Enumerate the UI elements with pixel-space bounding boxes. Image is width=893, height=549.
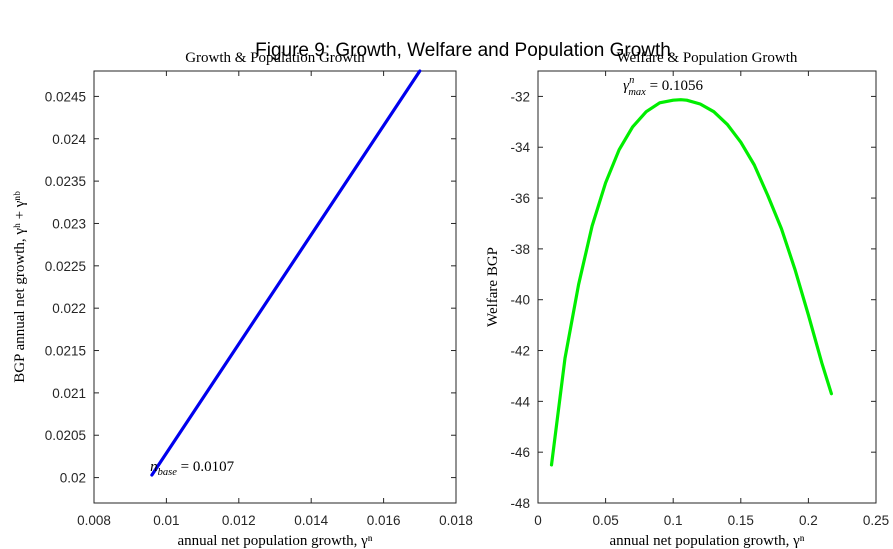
growth-chart-xlabel: annual net population growth, γⁿ <box>177 533 372 549</box>
growth-chart: Growth & Population Growth 0.008 0.01 0.01… <box>12 50 473 549</box>
welfare-chart-title: Welfare & Population Growth <box>617 50 798 66</box>
welfare-chart-ytick-label: -44 <box>510 394 530 409</box>
welfare-chart-ytick-label: -48 <box>510 496 530 511</box>
welfare-chart-series <box>549 98 834 467</box>
growth-chart-xtick-label: 0.01 <box>153 513 179 528</box>
growth-chart-ytick-label: 0.024 <box>52 132 86 147</box>
growth-chart-series <box>150 69 422 477</box>
welfare-chart-ytick-label: -36 <box>510 191 530 206</box>
welfare-chart-xtick-label: 0.25 <box>863 513 889 528</box>
welfare-chart-xtick-label: 0.15 <box>728 513 754 528</box>
welfare-chart-ytick-label: -42 <box>510 344 530 359</box>
welfare-chart-ticks: 0 0.05 0.1 0.15 0.2 0.25 -48 -46 -44 -42 -40 -38 -36… <box>510 71 889 528</box>
growth-chart-xtick-label: 0.012 <box>222 513 256 528</box>
welfare-chart-annotation: γn max = 0.1056 <box>623 75 703 98</box>
welfare-chart-ytick-label: -38 <box>510 242 530 257</box>
welfare-chart-ytick-label: -46 <box>510 445 530 460</box>
welfare-chart-ytick-label: -40 <box>510 293 530 308</box>
welfare-chart-xtick-label: 0 <box>534 513 542 528</box>
growth-chart-title: Growth & Population Growth <box>185 50 365 66</box>
welfare-chart-frame <box>537 70 877 504</box>
figure-title: Figure 9: Growth, Welfare and Population… <box>255 40 671 61</box>
growth-chart-ytick-label: 0.022 <box>52 301 86 316</box>
growth-chart-ticks: 0.008 0.01 0.012 0.014 0.016 0.018 0.02 0.0205 0… <box>45 71 473 528</box>
growth-chart-ytick-label: 0.0215 <box>45 344 86 359</box>
welfare-chart-xlabel: annual net population growth, γⁿ <box>609 533 804 549</box>
growth-chart-annotation: nbase = 0.0107 <box>150 459 234 478</box>
welfare-chart-xtick-label: 0.2 <box>799 513 818 528</box>
growth-chart-ylabel: BGP annual net growth, γʰ + γⁿᵇ <box>12 191 28 383</box>
welfare-chart: Welfare & Population Growth 0 0.05 0.1 0.15… <box>485 50 889 549</box>
growth-chart-frame <box>93 70 457 504</box>
growth-chart-ytick-label: 0.0225 <box>45 259 86 274</box>
growth-chart-ytick-label: 0.021 <box>52 386 86 401</box>
growth-chart-series-line <box>150 69 422 477</box>
growth-chart-xtick-label: 0.014 <box>294 513 328 528</box>
growth-chart-xtick-label: 0.008 <box>77 513 111 528</box>
welfare-chart-xtick-label: 0.1 <box>664 513 683 528</box>
growth-chart-ytick-label: 0.0205 <box>45 428 86 443</box>
growth-chart-ytick-label: 0.023 <box>52 216 86 231</box>
welfare-chart-annotations: γn max = 0.1056 <box>623 75 703 98</box>
growth-chart-xtick-label: 0.018 <box>439 513 473 528</box>
growth-chart-annotations: nbase = 0.0107 <box>150 459 234 478</box>
welfare-chart-series-line <box>549 98 834 467</box>
welfare-chart-ytick-label: -34 <box>510 140 530 155</box>
welfare-chart-ytick-label: -32 <box>510 89 530 104</box>
growth-chart-ytick-label: 0.0235 <box>45 174 86 189</box>
growth-chart-ytick-label: 0.0245 <box>45 89 86 104</box>
welfare-chart-xtick-label: 0.05 <box>592 513 618 528</box>
growth-chart-xtick-label: 0.016 <box>367 513 401 528</box>
growth-chart-ytick-label: 0.02 <box>60 471 86 486</box>
welfare-chart-ylabel: Welfare BGP <box>485 247 501 327</box>
